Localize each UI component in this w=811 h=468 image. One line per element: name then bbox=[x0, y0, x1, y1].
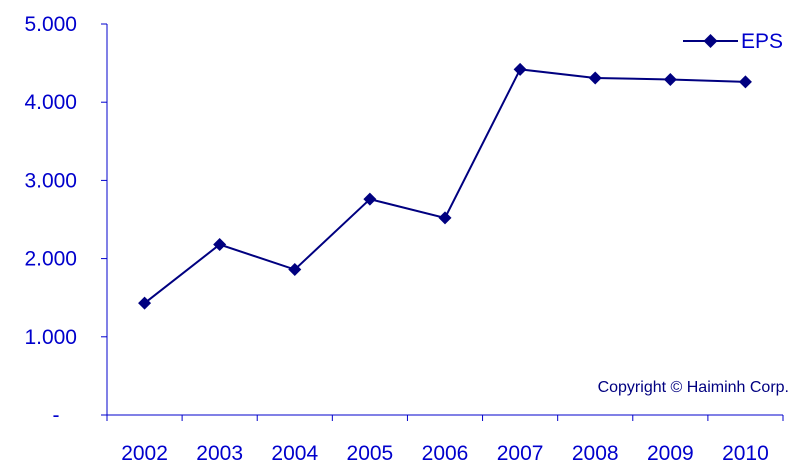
data-point bbox=[738, 75, 752, 89]
y-tick-label: - bbox=[53, 404, 60, 427]
data-point bbox=[363, 192, 377, 206]
x-tick-label: 2004 bbox=[271, 442, 318, 465]
y-tick-label: 5.000 bbox=[24, 13, 77, 36]
series-eps bbox=[138, 62, 752, 310]
copyright-annotation: Copyright © Haiminh Corp. bbox=[598, 379, 789, 396]
data-point bbox=[663, 73, 677, 87]
y-tick-label: 3.000 bbox=[24, 169, 77, 192]
x-tick-label: 2003 bbox=[196, 442, 243, 465]
x-tick-label: 2010 bbox=[722, 442, 769, 465]
data-point bbox=[588, 71, 602, 85]
data-point bbox=[138, 296, 152, 310]
data-point bbox=[288, 263, 302, 277]
x-tick-label: 2005 bbox=[347, 442, 394, 465]
legend: EPS bbox=[683, 30, 783, 53]
legend-label: EPS bbox=[741, 30, 783, 53]
y-tick-label: 4.000 bbox=[24, 91, 77, 114]
x-tick-label: 2007 bbox=[497, 442, 544, 465]
x-tick-label: 2008 bbox=[572, 442, 619, 465]
legend-marker bbox=[703, 34, 718, 48]
data-point bbox=[438, 211, 452, 225]
y-tick-label: 2.000 bbox=[24, 248, 77, 271]
y-tick-label: 1.000 bbox=[24, 326, 77, 349]
data-point bbox=[213, 238, 227, 252]
x-tick-label: 2009 bbox=[647, 442, 694, 465]
data-point bbox=[513, 62, 527, 76]
series-line bbox=[143, 68, 746, 304]
axes: - 1.000 2.000 3.000 4.000 5.000 2002 2003 2004 20… bbox=[24, 13, 784, 465]
x-tick-label: 2006 bbox=[422, 442, 469, 465]
x-tick-label: 2002 bbox=[121, 442, 168, 465]
